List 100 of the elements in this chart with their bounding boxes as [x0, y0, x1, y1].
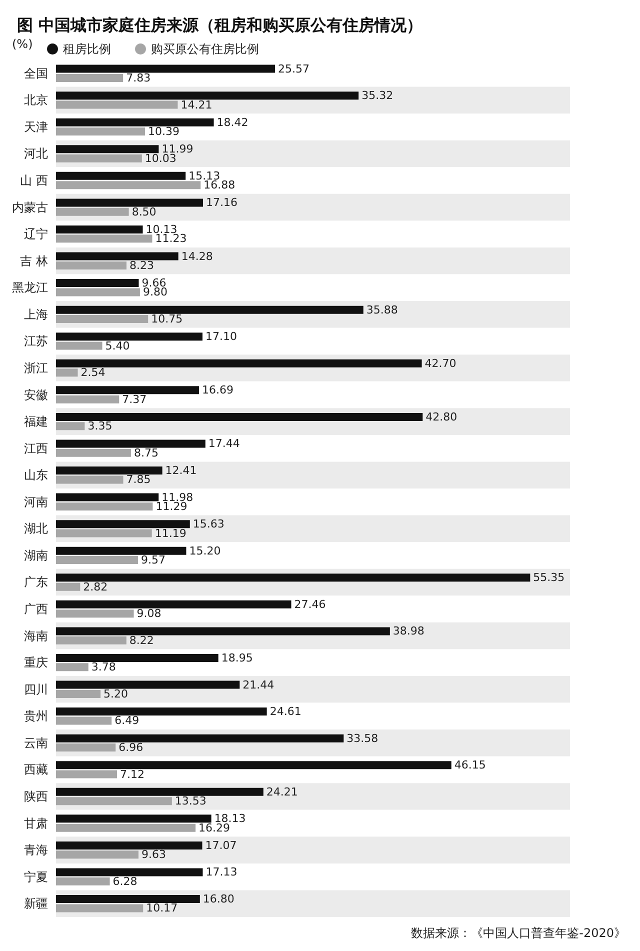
data-label: 38.98 [392, 624, 424, 638]
data-label: 2.82 [83, 580, 108, 594]
bar [56, 814, 212, 823]
bar [56, 332, 202, 341]
bar [56, 440, 206, 448]
data-label: 42.80 [426, 410, 458, 424]
y-tick-label: 上海 [24, 307, 48, 322]
data-label: 10.39 [148, 125, 180, 138]
data-label: 12.41 [165, 464, 197, 478]
data-label: 13.53 [174, 794, 206, 808]
bar [56, 74, 124, 82]
data-label: 17.16 [206, 196, 238, 210]
data-label: 7.37 [122, 392, 147, 406]
data-label: 11.19 [154, 526, 186, 540]
bar [56, 868, 203, 876]
y-tick-label: 江苏 [24, 334, 48, 348]
data-label: 27.46 [294, 598, 326, 611]
bar [56, 181, 201, 190]
data-label: 24.61 [270, 705, 302, 718]
data-label: 14.28 [181, 250, 213, 263]
y-tick-label: 安徽 [24, 388, 48, 402]
y-tick-label: 广西 [24, 602, 48, 616]
data-label: 55.35 [533, 571, 565, 584]
data-label: 18.95 [221, 651, 253, 664]
bar [56, 582, 80, 591]
bar [56, 279, 139, 288]
data-label: 2.54 [80, 366, 106, 380]
y-tick-label: 湖北 [24, 522, 48, 536]
y-tick-label: 福建 [24, 414, 48, 429]
bar [56, 288, 140, 296]
data-label: 6.96 [118, 741, 144, 754]
y-tick-label: 陕西 [24, 789, 48, 804]
y-tick-label: 西藏 [24, 762, 48, 777]
data-label: 3.35 [88, 420, 112, 433]
bar [56, 824, 196, 832]
data-label: 9.80 [142, 286, 168, 299]
bar [56, 118, 214, 126]
data-label: 5.20 [104, 687, 128, 700]
data-label: 21.44 [242, 678, 274, 692]
data-label: 24.21 [266, 785, 298, 798]
data-label: 16.88 [204, 178, 236, 192]
legend-label: 购买原公有住房比例 [151, 42, 259, 56]
bar [56, 654, 218, 662]
data-label: 7.12 [120, 768, 144, 781]
bar [56, 716, 112, 725]
data-label: 10.03 [144, 152, 176, 165]
y-tick-label: 山东 [24, 468, 48, 482]
legend-title: (%) [12, 37, 33, 51]
y-tick-label: 浙江 [24, 360, 48, 375]
data-label: 6.49 [114, 714, 140, 728]
data-label: 15.20 [189, 544, 221, 558]
data-label: 5.40 [105, 339, 130, 352]
y-tick-label: 北京 [24, 93, 48, 108]
y-tick-label: 甘肃 [24, 816, 48, 830]
data-label: 10.75 [151, 312, 183, 326]
y-tick-label: 黑龙江 [12, 280, 48, 295]
y-tick-label: 江西 [24, 441, 48, 456]
y-tick-label: 云南 [24, 736, 48, 750]
y-tick-label: 重庆 [24, 656, 48, 670]
y-tick-label: 新疆 [24, 896, 48, 911]
data-label: 10.17 [146, 902, 178, 915]
data-label: 16.69 [202, 384, 234, 397]
y-tick-label: 辽宁 [24, 227, 48, 242]
y-tick-label: 海南 [24, 628, 48, 643]
data-label: 18.42 [216, 116, 248, 129]
data-label: 3.78 [91, 660, 116, 674]
y-tick-label: 河北 [24, 146, 48, 161]
data-label: 15.63 [192, 518, 224, 531]
data-label: 6.28 [112, 874, 138, 888]
data-label: 33.58 [346, 732, 378, 745]
bar [56, 877, 110, 886]
bar [56, 225, 143, 234]
y-tick-label: 湖南 [24, 548, 48, 562]
chart-title: 图 中国城市家庭住房来源（租房和购买原公有住房情况） [17, 16, 423, 34]
bar [56, 395, 120, 404]
y-tick-label: 青海 [24, 843, 48, 858]
data-label: 17.13 [206, 866, 238, 879]
bar [56, 128, 146, 136]
y-tick-label: 吉 林 [20, 254, 48, 268]
data-label: 42.70 [424, 356, 456, 370]
bar [56, 448, 131, 457]
bar [56, 770, 117, 778]
legend-label: 租房比例 [63, 42, 111, 56]
bar [56, 234, 152, 243]
data-label: 9.57 [140, 554, 166, 567]
y-tick-label: 贵州 [24, 709, 48, 724]
y-tick-label: 广东 [24, 575, 48, 590]
bar [56, 493, 159, 502]
data-label: 7.85 [126, 473, 151, 486]
bar [56, 610, 134, 618]
y-tick-label: 四川 [24, 682, 48, 696]
data-label: 8.22 [129, 634, 154, 647]
bar [56, 708, 267, 716]
data-label: 17.44 [208, 437, 240, 450]
data-label: 8.75 [134, 446, 158, 460]
data-label: 8.50 [132, 205, 156, 218]
data-label: 9.63 [141, 848, 166, 862]
bar [56, 342, 102, 350]
data-label: 17.10 [205, 330, 237, 344]
data-label: 16.80 [202, 892, 234, 906]
